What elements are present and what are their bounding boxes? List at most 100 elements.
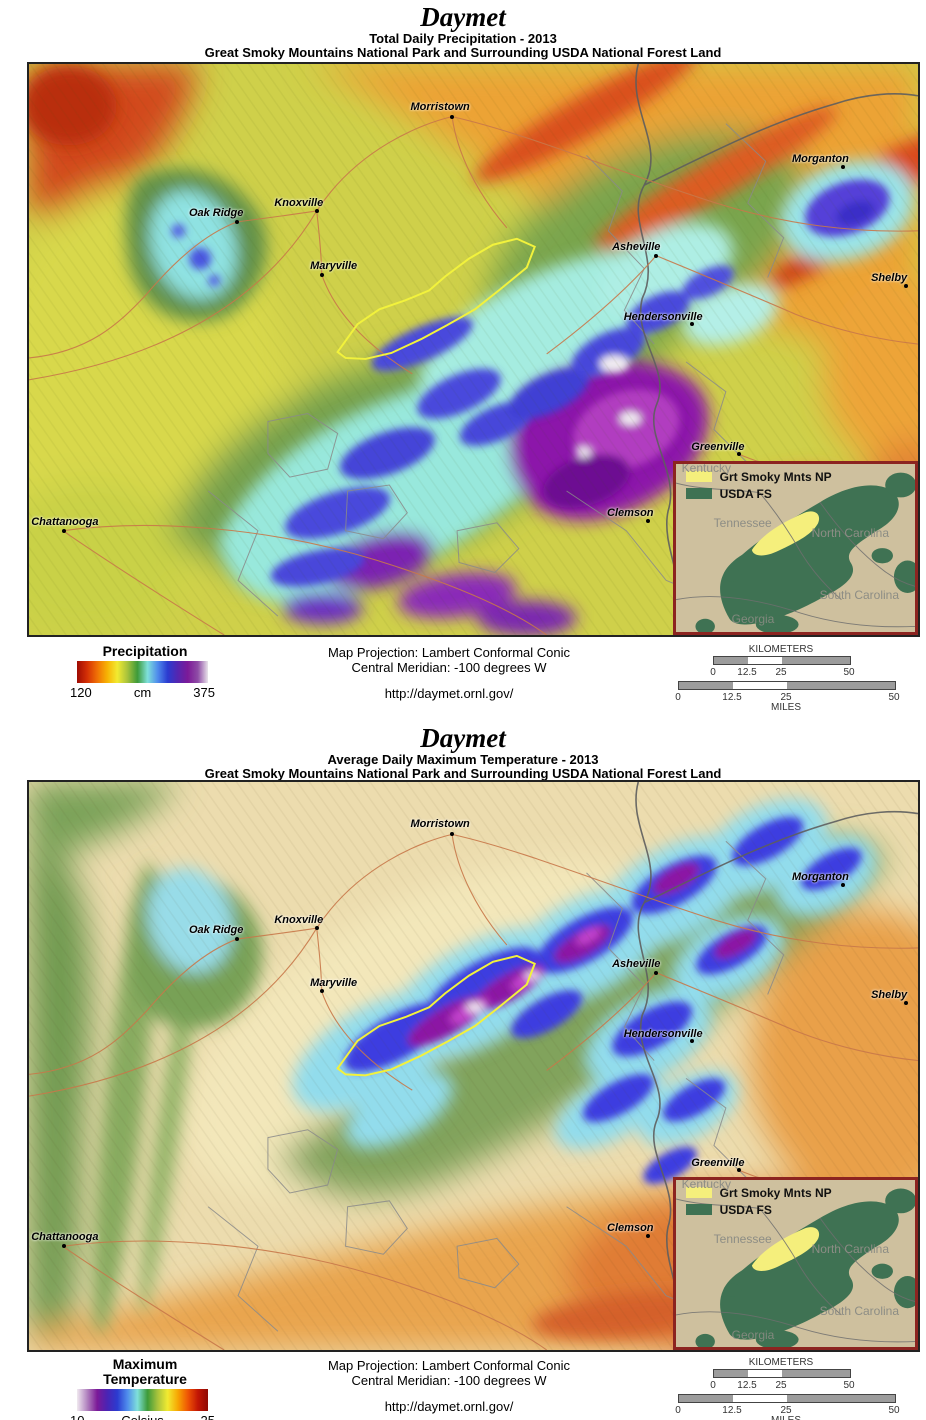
park-swatch	[685, 1187, 712, 1199]
city-dot-shelby	[904, 284, 909, 289]
park-legend-label: Grt Smoky Mnts NP	[719, 1185, 832, 1200]
projection-line1: Map Projection: Lambert Conformal Conic	[327, 1358, 571, 1373]
legend-unit: cm	[133, 685, 152, 700]
city-label-shelby: Shelby	[871, 989, 908, 1002]
legend-min: 120	[70, 685, 92, 700]
park-boundary-outline	[336, 237, 536, 360]
city-label-maryville: Maryville	[310, 259, 358, 272]
miles-label: MILES	[678, 1415, 894, 1420]
precipitation-header: Daymet Total Daily Precipitation - 2013 …	[0, 0, 926, 62]
city-dot-chattanooga	[61, 528, 66, 533]
state-label-georgia: Georgia	[731, 1327, 775, 1342]
precipitation-footer: Precipitation 120 cm 375 Map Projection:…	[0, 637, 926, 715]
inset-legend: Grt Smoky Mnts NP USDA FS	[685, 469, 832, 505]
city-dot-oak-ridge	[235, 937, 240, 942]
usda-swatch	[685, 488, 712, 500]
temperature-legend: Maximum Temperature 10 Celsius 25	[70, 1357, 220, 1420]
projection-info: Map Projection: Lambert Conformal Conic …	[220, 644, 678, 701]
page-title: Daymet	[420, 2, 506, 32]
city-dot-oak-ridge	[235, 219, 240, 224]
usda-legend-label: USDA FS	[719, 486, 772, 501]
miles-ticks: 0 12.5 25 50	[675, 1405, 900, 1416]
precipitation-panel: Daymet Total Daily Precipitation - 2013 …	[0, 0, 926, 715]
state-label-tennessee: Tennessee	[713, 515, 772, 530]
city-dot-hendersonville	[690, 1038, 695, 1043]
city-dot-maryville	[319, 272, 324, 277]
kilometers-ticks: 0 12.5 25 50	[710, 667, 855, 678]
inset-art	[675, 1179, 915, 1347]
temperature-map: Morristown Oak Ridge Knoxville Maryville Ash…	[27, 780, 920, 1352]
inset-art	[675, 463, 915, 632]
city-label-clemson: Clemson	[607, 1222, 654, 1235]
temperature-panel: Daymet Average Daily Maximum Temperature…	[0, 715, 926, 1420]
state-boundaries	[635, 782, 918, 1350]
city-dot-greenville	[736, 452, 741, 457]
precipitation-area-subtitle: Great Smoky Mountains National Park and …	[204, 45, 722, 60]
city-label-hendersonville: Hendersonville	[623, 1027, 703, 1040]
city-dot-shelby	[904, 1001, 909, 1006]
city-dot-hendersonville	[690, 322, 695, 327]
park-legend-label: Grt Smoky Mnts NP	[719, 469, 832, 484]
miles-bar	[678, 681, 896, 690]
temperature-area-subtitle: Great Smoky Mountains National Park and …	[204, 766, 722, 781]
park-boundary-outline	[336, 954, 536, 1077]
city-dot-knoxville	[314, 926, 319, 931]
kilometers-ticks: 0 12.5 25 50	[710, 1380, 855, 1391]
city-dot-morganton	[841, 165, 846, 170]
projection-line2: Central Meridian: -100 degrees W	[351, 660, 547, 675]
legend-min: 10	[70, 1413, 84, 1420]
kilometers-label: KILOMETERS	[748, 1357, 814, 1368]
inset-overview-map: Grt Smoky Mnts NP USDA FS Kentucky Tenne…	[672, 1176, 918, 1350]
inset-legend: Grt Smoky Mnts NP USDA FS	[685, 1185, 832, 1221]
legend-max: 25	[201, 1413, 215, 1420]
park-swatch	[685, 471, 712, 483]
city-label-hendersonville: Hendersonville	[623, 311, 703, 324]
state-boundaries	[635, 64, 918, 635]
kilometers-label: KILOMETERS	[748, 644, 814, 655]
city-label-chattanooga: Chattanooga	[31, 1231, 99, 1244]
kilometers-bar	[713, 1369, 851, 1378]
state-label-north-carolina: North Carolina	[811, 1241, 890, 1256]
city-label-knoxville: Knoxville	[274, 914, 324, 927]
projection-info: Map Projection: Lambert Conformal Conic …	[220, 1357, 678, 1414]
city-label-greenville: Greenville	[691, 441, 745, 454]
legend-unit: Celsius	[121, 1413, 164, 1420]
temperature-header: Daymet Average Daily Maximum Temperature…	[0, 715, 926, 781]
page-title-2: Daymet	[420, 723, 506, 753]
city-labels-layer: Morristown Oak Ridge Knoxville Maryville Ash…	[29, 782, 918, 1350]
city-label-morganton: Morganton	[792, 870, 849, 883]
city-label-knoxville: Knoxville	[274, 197, 324, 210]
city-dot-chattanooga	[61, 1244, 66, 1249]
city-label-asheville: Asheville	[612, 957, 661, 970]
city-dot-knoxville	[314, 208, 319, 213]
miles-label: MILES	[770, 702, 801, 713]
city-dot-clemson	[646, 518, 651, 523]
scale-bars: KILOMETERS 0 12.5 25 50 0 12.5 25 5	[675, 1357, 918, 1420]
city-label-greenville: Greenville	[691, 1157, 745, 1170]
city-dot-morristown	[450, 832, 455, 837]
city-label-chattanooga: Chattanooga	[31, 515, 99, 528]
state-label-kentucky: Kentucky	[681, 460, 731, 475]
usda-legend-label: USDA FS	[719, 1202, 772, 1217]
temperature-footer: Maximum Temperature 10 Celsius 25 Map Pr…	[0, 1352, 926, 1420]
county-boundaries	[207, 123, 785, 617]
city-dot-morganton	[841, 882, 846, 887]
color-ramp	[77, 661, 208, 683]
state-label-north-carolina: North Carolina	[811, 525, 890, 540]
miles-bar	[678, 1394, 896, 1403]
precipitation-subtitle: Total Daily Precipitation - 2013	[369, 31, 557, 46]
kilometers-bar	[713, 656, 851, 665]
precipitation-legend: Precipitation 120 cm 375	[70, 643, 220, 701]
city-label-morristown: Morristown	[410, 100, 470, 113]
legend-title: Precipitation	[102, 643, 188, 659]
city-dot-asheville	[654, 253, 659, 258]
city-label-clemson: Clemson	[607, 506, 654, 519]
daymet-url: http://daymet.ornl.gov/	[384, 686, 514, 701]
projection-line1: Map Projection: Lambert Conformal Conic	[327, 645, 571, 660]
city-label-shelby: Shelby	[871, 272, 908, 285]
city-label-morganton: Morganton	[792, 153, 849, 166]
city-label-morristown: Morristown	[410, 818, 470, 831]
state-label-tennessee: Tennessee	[713, 1231, 772, 1246]
city-dot-asheville	[654, 970, 659, 975]
